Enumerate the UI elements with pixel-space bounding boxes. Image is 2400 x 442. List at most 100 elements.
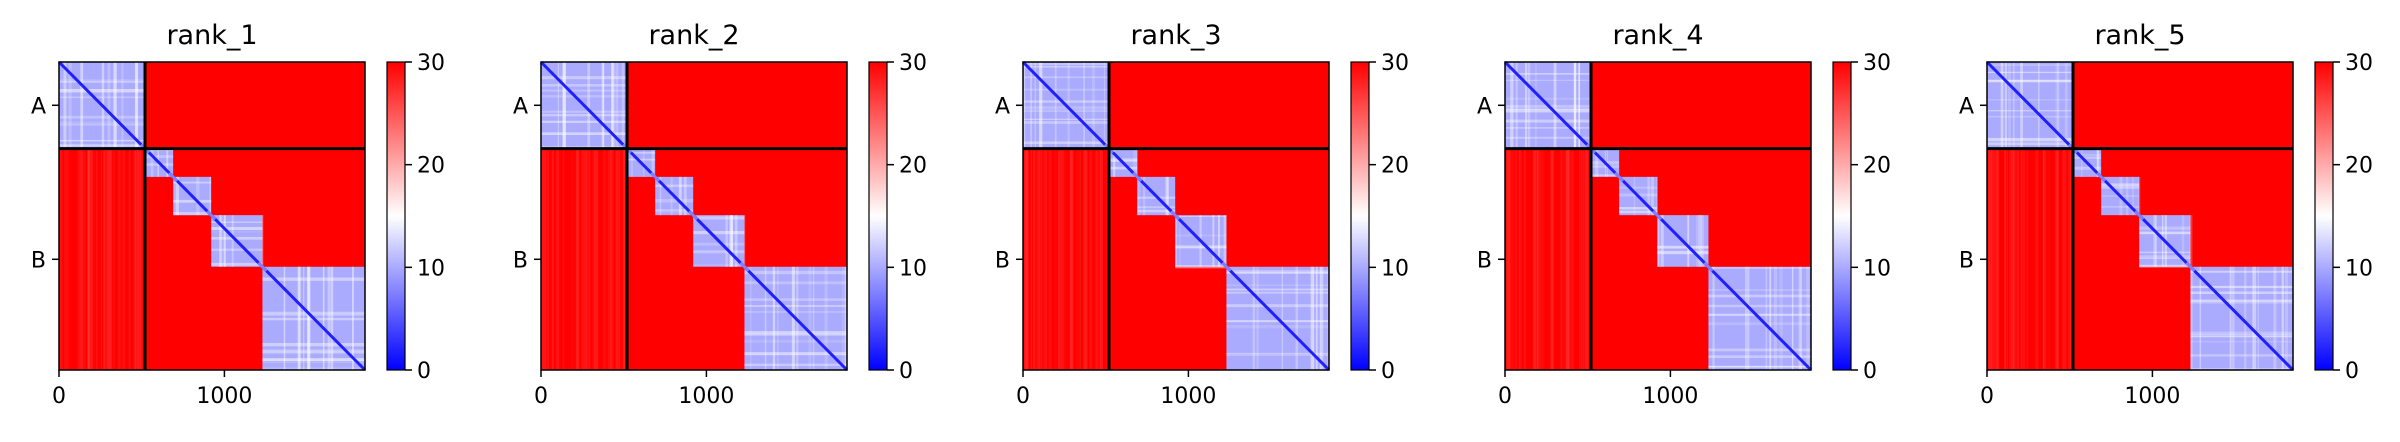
- panel-5: rank_5 0 1000 A B 0 10 20 30: [1959, 20, 2373, 409]
- x-tick-label: 1000: [1642, 384, 1698, 409]
- heatmap-streak: [1569, 148, 1572, 370]
- domain-texture: [80, 62, 84, 149]
- domain-texture: [262, 361, 365, 363]
- domain-texture: [1226, 320, 1329, 323]
- domain-texture: [1143, 176, 1146, 216]
- domain-texture: [2244, 266, 2247, 370]
- domain-texture: [2073, 153, 2102, 157]
- heatmap-streak: [2062, 148, 2065, 370]
- domain-texture: [1505, 79, 1592, 81]
- heatmap-streak: [65, 148, 70, 370]
- domain-texture: [693, 231, 745, 235]
- domain-texture: [1987, 79, 2074, 83]
- heatmap-streak: [1580, 148, 1585, 370]
- heatmap-streak: [1082, 148, 1086, 370]
- domain-texture: [541, 95, 628, 98]
- heatmap-streak: [1988, 148, 1991, 370]
- domain-texture: [1987, 142, 2074, 146]
- domain-texture: [59, 144, 146, 148]
- domain-texture: [1708, 348, 1811, 352]
- domain-texture: [211, 227, 263, 231]
- domain-texture: [844, 266, 847, 370]
- domain-block-3: [650, 171, 695, 217]
- domain-texture: [173, 211, 212, 216]
- heatmap-streak: [2070, 148, 2073, 370]
- domain-texture: [627, 158, 656, 161]
- domain-texture: [211, 262, 263, 266]
- heatmap-streak: [102, 148, 106, 370]
- domain-texture: [693, 242, 745, 246]
- domain-texture: [1708, 304, 1811, 308]
- domain-diagonal: [1021, 60, 1111, 150]
- domain-texture: [764, 266, 767, 370]
- heatmap-streak: [137, 148, 141, 370]
- heatmap-streak: [547, 148, 550, 370]
- domain-texture: [730, 215, 733, 267]
- colorbar: 0 10 20 30: [1832, 51, 1891, 384]
- domain-texture: [744, 270, 847, 275]
- heatmap-streak: [1513, 148, 1515, 370]
- domain-texture: [2190, 331, 2293, 335]
- domain-texture: [541, 133, 628, 135]
- domain-texture: [327, 266, 331, 370]
- domain-texture: [744, 351, 847, 356]
- domain-texture: [2229, 266, 2232, 370]
- domain-texture: [59, 143, 146, 147]
- heatmap-streak: [2036, 148, 2039, 370]
- domain-texture: [1137, 209, 1176, 213]
- heatmap: [57, 60, 367, 372]
- domain-texture: [1023, 121, 1110, 124]
- heatmap-streak: [1583, 148, 1587, 370]
- heatmap-streak: [2023, 148, 2026, 370]
- domain-texture: [1023, 110, 1110, 112]
- heatmap-streak: [581, 148, 585, 370]
- domain-texture: [1226, 354, 1329, 356]
- domain-texture: [352, 266, 354, 370]
- heatmap-streak: [2013, 148, 2016, 370]
- heatmap-streak: [1550, 148, 1553, 370]
- domain-texture: [1295, 266, 1299, 370]
- heatmap-streak: [2010, 148, 2015, 370]
- domain-texture: [173, 181, 212, 184]
- domain-texture: [59, 96, 146, 99]
- heatmap-streak: [593, 148, 598, 370]
- domain-texture: [1175, 234, 1227, 237]
- domain-texture: [601, 62, 605, 149]
- colorbar-tick-label: 10: [899, 256, 927, 281]
- domain-texture: [211, 231, 263, 233]
- heatmap-streak: [134, 148, 136, 370]
- heatmap-streak: [1070, 148, 1073, 370]
- heatmap-streak: [1991, 148, 1995, 370]
- heatmap-streak: [1533, 148, 1537, 370]
- heatmap-streak: [555, 148, 560, 370]
- y-tick-label: B: [31, 248, 46, 273]
- colorbar-tick-label: 0: [417, 359, 431, 384]
- heatmap-streak: [1048, 148, 1052, 370]
- heatmap-streak: [1508, 148, 1513, 370]
- heatmap-streak: [1101, 148, 1104, 370]
- heatmap-streak: [592, 148, 594, 370]
- domain-texture: [1708, 313, 1811, 316]
- diagonal-link: [688, 210, 699, 221]
- domain-texture: [562, 62, 566, 149]
- heatmap-streak: [137, 148, 139, 370]
- heatmap-streak: [1024, 148, 1029, 370]
- heatmap-streak: [1095, 148, 1098, 370]
- domain-block-1: [1021, 60, 1111, 150]
- domain-texture: [1619, 186, 1658, 189]
- heatmap-streak: [623, 148, 626, 370]
- domain-texture: [1067, 62, 1070, 149]
- domain-texture: [2190, 367, 2293, 370]
- domain-texture: [1038, 62, 1043, 149]
- heatmap-frame: [540, 61, 848, 371]
- diagonal-link: [1170, 210, 1181, 221]
- domain-texture: [1687, 215, 1690, 267]
- domain-texture: [1040, 62, 1042, 149]
- domain-texture: [1799, 266, 1802, 370]
- domain-block-4: [1170, 210, 1228, 269]
- domain-diagonal: [1589, 147, 1621, 178]
- heatmap-streak: [1562, 148, 1567, 370]
- heatmap-streak: [618, 148, 621, 370]
- domain-texture: [655, 184, 694, 188]
- domain-texture: [776, 266, 779, 370]
